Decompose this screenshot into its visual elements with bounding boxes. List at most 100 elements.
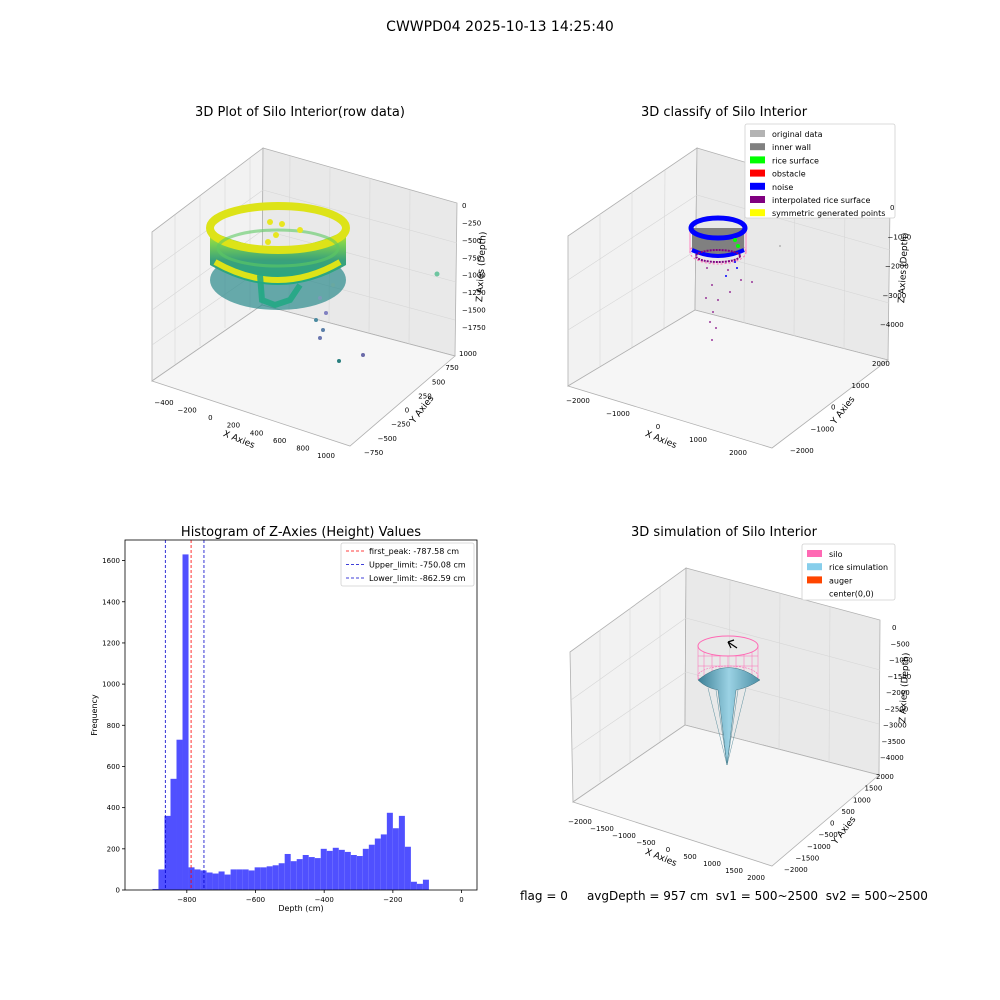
z-tick-label: −750 <box>462 254 481 262</box>
y-tick-label: −500 <box>819 831 838 839</box>
histogram-bar <box>422 879 429 890</box>
z-tick-label: −1000 <box>888 233 912 241</box>
classify-legend-swatch <box>750 156 765 164</box>
classify-legend-swatch <box>750 182 765 190</box>
raw-axes-box <box>151 147 458 447</box>
panel-raw-title: 3D Plot of Silo Interior(row data) <box>195 105 405 120</box>
simulation-legend-frame <box>801 543 896 601</box>
simulation-x-label: X Axies <box>643 847 678 869</box>
outlier-point <box>318 296 322 300</box>
flag-readout: flag = 0 <box>520 889 568 903</box>
y-tick-label: −250 <box>391 421 410 429</box>
classify-legend-label: noise <box>772 183 793 192</box>
classify-legend-swatch <box>750 169 765 177</box>
z-tick-label: −1750 <box>462 324 486 332</box>
histogram-bar <box>278 863 285 890</box>
x-tick-label: 1500 <box>725 867 743 875</box>
outlier-point <box>434 271 440 277</box>
z-tick-label: −500 <box>891 640 910 648</box>
y-tick-label: 250 <box>418 392 431 400</box>
z-tick-label: −4000 <box>880 754 904 762</box>
x-tick-label: 1000 <box>703 860 721 868</box>
histogram-bar <box>266 866 273 890</box>
outlier-point <box>321 328 325 332</box>
y-tick-label: 1400 <box>102 598 120 606</box>
histogram-legend-label: Upper_limit: -750.08 cm <box>369 561 466 570</box>
histogram-bar <box>272 865 279 890</box>
simulation-z-label: Z Axies (Depth) <box>898 652 912 723</box>
avg-depth-readout: avgDepth = 957 cm <box>586 889 709 903</box>
outlier-point <box>361 353 365 357</box>
x-tick-label: −2000 <box>568 818 592 826</box>
z-tick-label: −3000 <box>883 292 907 300</box>
y-tick-label: 1600 <box>102 557 120 565</box>
simulation-z-ticks: 0 −500 −1000 −1500 −2000 −2500 −3000 −3500 −4000 <box>880 624 913 762</box>
z-tick-label: −250 <box>462 219 481 227</box>
histogram-bar <box>188 867 195 890</box>
x-tick-label: −200 <box>177 407 196 415</box>
z-tick-label: 0 <box>890 204 894 212</box>
z-tick-label: −1500 <box>462 307 486 315</box>
simulation-axes-box <box>569 567 881 867</box>
histogram-bar <box>362 848 369 890</box>
y-tick-label: 1200 <box>102 639 120 647</box>
classify-legend-label: obstacle <box>772 170 806 179</box>
y-tick-label: 1000 <box>459 350 477 358</box>
histogram-x-ticks: −800 −600 −400 −200 0 <box>177 890 464 904</box>
x-tick-label: 400 <box>250 429 263 437</box>
histogram-bar <box>254 867 261 890</box>
histogram-bar <box>338 849 345 890</box>
z-tick-label: 0 <box>462 202 466 210</box>
histogram-bar <box>308 857 315 890</box>
histogram-bar <box>242 869 249 890</box>
histogram-bar <box>182 554 189 890</box>
panel-simulation: 3D simulation of Silo Interior <box>568 525 913 882</box>
y-tick-label: 800 <box>107 722 120 730</box>
simulation-x-ticks: −2000−1500−1000−500 0 500 1000 1500 2000 <box>568 818 765 882</box>
histogram-bar <box>164 815 171 890</box>
histogram-bar <box>416 883 423 890</box>
histogram-bar <box>404 846 411 890</box>
outlier-point <box>314 318 318 322</box>
classify-y-ticks: −2000 −1000 0 1000 2000 <box>790 360 890 455</box>
x-tick-label: −1000 <box>612 832 636 840</box>
classify-legend-label: inner wall <box>772 143 811 152</box>
x-tick-label: −200 <box>383 896 402 904</box>
simulation-legend-label: rice simulation <box>829 563 888 572</box>
y-tick-label: 1000 <box>102 681 120 689</box>
histogram-bar <box>224 874 231 890</box>
x-tick-label: 1000 <box>317 452 335 460</box>
status-line: flag = 0 avgDepth = 957 cm sv1 = 500~250… <box>520 889 928 903</box>
x-tick-label: 200 <box>227 422 240 430</box>
classify-z-label: Z Axies (Depth) <box>897 232 911 303</box>
histogram-bar <box>212 873 219 890</box>
x-tick-label: −1500 <box>590 825 614 833</box>
histogram-bar <box>392 828 399 890</box>
raw-outlier-points <box>314 271 440 363</box>
z-tick-label: −1250 <box>462 289 486 297</box>
y-tick-label: 0 <box>830 820 834 828</box>
classify-legend-frame <box>744 123 896 219</box>
histogram-bar <box>218 871 225 890</box>
y-tick-label: 0 <box>405 407 409 415</box>
x-tick-label: 0 <box>656 423 660 431</box>
z-tick-label: −4000 <box>880 321 904 329</box>
histogram-y-ticks: 0 200 400 600 800 1000 1200 1400 1600 <box>102 557 125 895</box>
histogram-bars <box>152 554 429 890</box>
simulation-legend-swatch <box>807 576 822 584</box>
histogram-bar <box>302 855 309 890</box>
y-tick-label: 500 <box>432 378 445 386</box>
simulation-legend-label: silo <box>829 550 843 559</box>
outlier-point <box>318 336 322 340</box>
x-tick-label: 0 <box>208 414 212 422</box>
classify-z-ticks: 0 −1000 −2000 −3000 −4000 <box>880 204 911 329</box>
y-tick-label: 400 <box>107 804 120 812</box>
raw-z-label: Z Axies (Depth) <box>475 231 489 302</box>
z-tick-label: −2000 <box>886 689 910 697</box>
histogram-bar <box>158 869 165 890</box>
y-tick-label: 1000 <box>852 382 870 390</box>
histogram-y-label: Frequency <box>90 694 99 736</box>
y-tick-label: −1000 <box>811 425 835 433</box>
simulation-title: 3D simulation of Silo Interior <box>631 525 818 540</box>
